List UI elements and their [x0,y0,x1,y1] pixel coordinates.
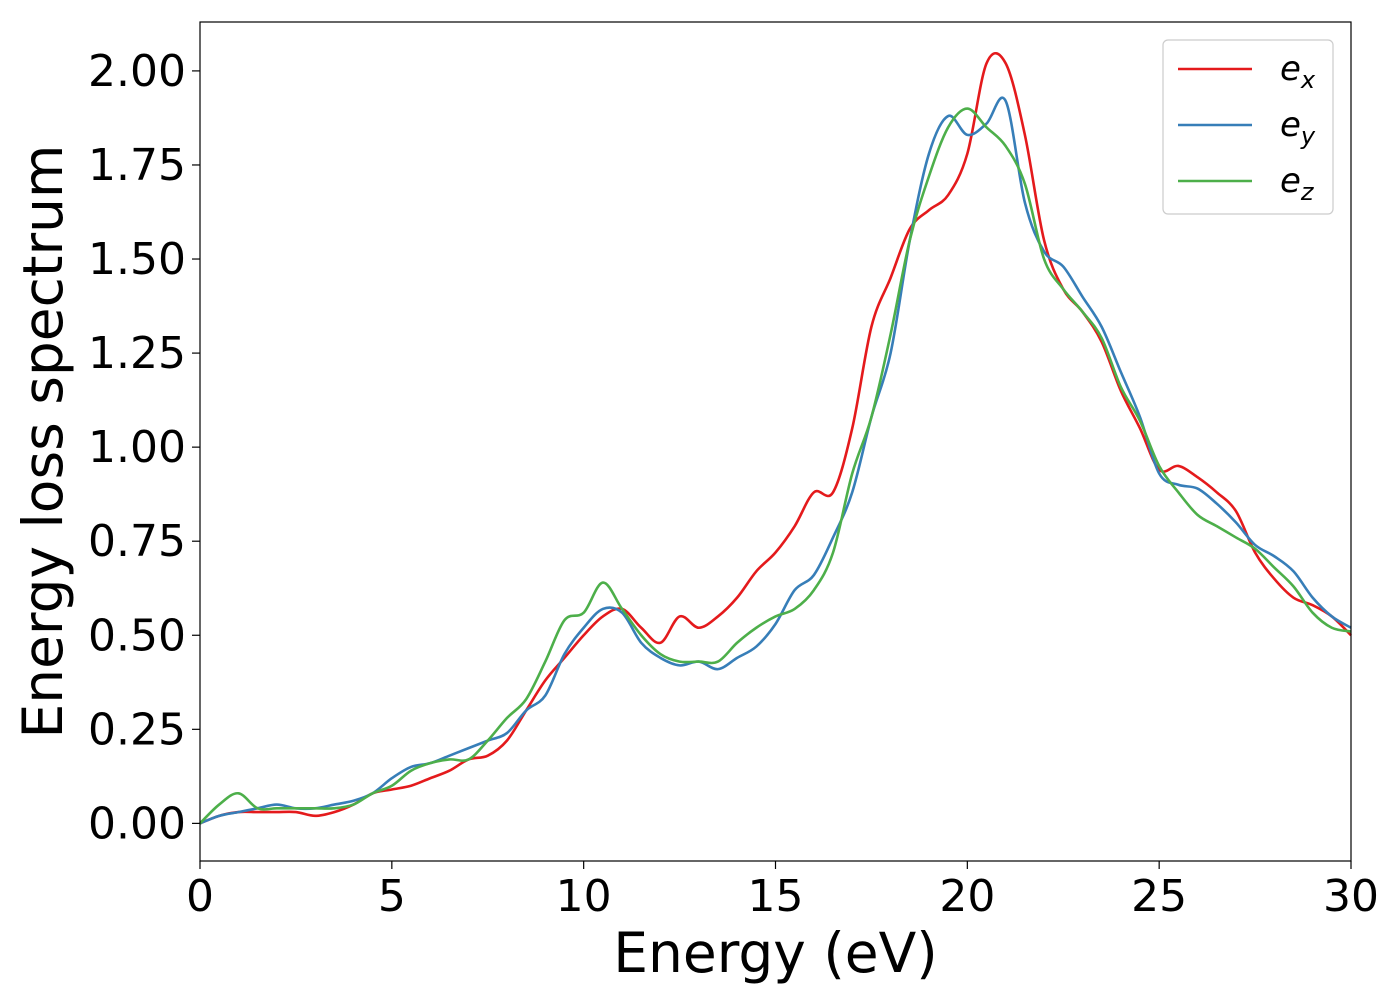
series-line-e-z [199,107,1352,825]
x-axis-title: Energy (eV) [613,921,937,985]
x-tick-label: 0 [186,871,214,922]
y-tick-label: 0.75 [88,516,186,567]
series-line-e-y [199,96,1352,825]
legend-box [1162,39,1334,215]
series-layer [199,51,1352,825]
x-tick-label: 5 [378,871,406,922]
x-tick-label: 10 [556,871,612,922]
y-axis-title: Energy loss spectrum [11,144,75,738]
y-tick-label: 0.00 [88,798,186,849]
y-tick-label: 1.00 [88,422,186,473]
x-axis-ticks: 0 5 10 15 20 25 30 [186,861,1379,922]
x-tick-label: 15 [748,871,804,922]
x-tick-label: 20 [939,871,995,922]
y-tick-label: 1.75 [88,140,186,191]
y-tick-label: 1.25 [88,328,186,379]
x-tick-label: 30 [1323,871,1379,922]
y-tick-label: 0.25 [88,704,186,755]
x-tick-label: 25 [1131,871,1187,922]
y-tick-label: 0.50 [88,610,186,661]
y-tick-label: 1.50 [88,234,186,285]
y-axis-ticks: 0.00 0.25 0.50 0.75 1.00 1.25 1.50 1.75 2.00 [88,46,200,849]
y-tick-label: 2.00 [88,46,186,97]
